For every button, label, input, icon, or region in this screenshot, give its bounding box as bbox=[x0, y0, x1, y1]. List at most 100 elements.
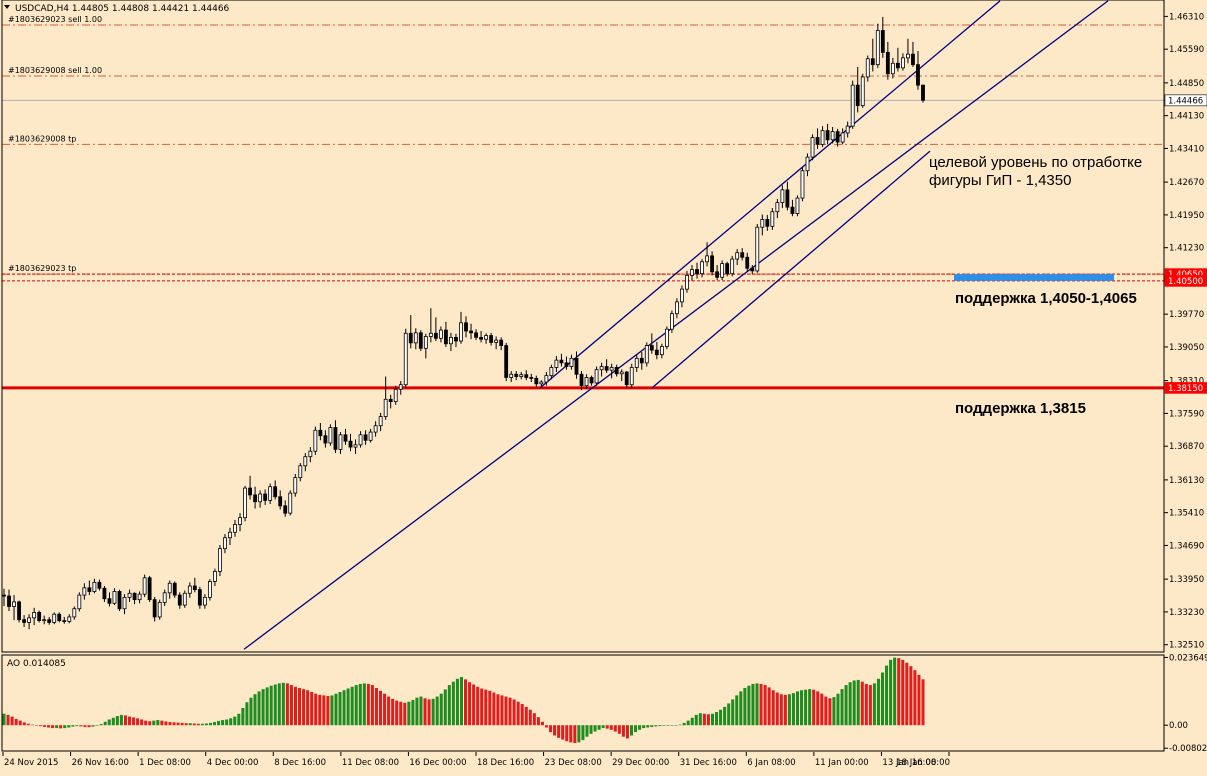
ao-bar bbox=[200, 723, 204, 726]
candle-body-up bbox=[664, 328, 669, 347]
price-tick-label: 1.36870 bbox=[1169, 442, 1204, 452]
candle-body-up bbox=[233, 524, 237, 533]
ao-bar bbox=[140, 719, 144, 726]
ao-bar bbox=[423, 698, 427, 726]
ao-bar bbox=[411, 699, 415, 726]
ao-bar bbox=[354, 685, 358, 726]
ao-bar bbox=[378, 690, 383, 726]
candle bbox=[770, 208, 775, 230]
ao-bar bbox=[512, 699, 516, 726]
symbol-menu-icon[interactable] bbox=[4, 5, 10, 9]
candle-body-down bbox=[745, 256, 750, 269]
candle bbox=[760, 214, 765, 236]
ao-bar bbox=[715, 712, 719, 726]
candle bbox=[504, 342, 509, 382]
candle bbox=[308, 447, 313, 463]
ao-bar bbox=[2, 713, 6, 726]
ao-panel-title: AO 0.014085 bbox=[7, 659, 66, 669]
candle-body-up bbox=[594, 369, 599, 384]
ao-bar bbox=[763, 685, 767, 726]
candle-body-down bbox=[17, 601, 21, 621]
candle-body-up bbox=[680, 288, 684, 303]
ao-bar bbox=[306, 690, 310, 726]
ao-bar bbox=[439, 693, 443, 726]
candle bbox=[318, 422, 323, 441]
ao-bar bbox=[59, 725, 63, 729]
ao-bar bbox=[682, 722, 686, 726]
time-tick-label: 16 Dec 00:00 bbox=[409, 758, 466, 768]
candle-body-down bbox=[639, 357, 644, 364]
candle bbox=[398, 381, 403, 395]
ao-bar bbox=[144, 720, 148, 726]
candle-body-down bbox=[62, 620, 67, 622]
candle bbox=[67, 614, 72, 624]
ao-bar bbox=[743, 687, 747, 726]
candle-body-up bbox=[484, 335, 489, 340]
ao-bar bbox=[638, 725, 642, 730]
ao-bar bbox=[464, 679, 468, 726]
candle bbox=[228, 527, 232, 546]
candle bbox=[112, 588, 117, 606]
candle bbox=[765, 214, 770, 231]
candle-body-down bbox=[474, 332, 478, 338]
candle-body-down bbox=[825, 130, 830, 141]
ao-bar bbox=[245, 702, 249, 726]
ao-bar bbox=[427, 699, 431, 726]
candle bbox=[559, 353, 564, 367]
ao-bar bbox=[318, 694, 322, 726]
ao-bar bbox=[472, 684, 476, 726]
ao-bar bbox=[561, 725, 565, 740]
ao-bar bbox=[87, 725, 91, 728]
candle bbox=[393, 385, 398, 405]
ao-bar bbox=[435, 696, 439, 726]
candle bbox=[413, 328, 418, 350]
ao-bar bbox=[775, 692, 779, 726]
candle-body-up bbox=[634, 357, 639, 368]
candle bbox=[840, 128, 845, 145]
candle bbox=[916, 50, 920, 90]
ao-bar bbox=[678, 724, 682, 726]
time-tick-label: 29 Dec 00:00 bbox=[612, 758, 669, 768]
candle bbox=[685, 270, 689, 293]
candle-body-down bbox=[604, 366, 609, 371]
candle bbox=[670, 310, 674, 333]
candle-body-down bbox=[87, 587, 92, 592]
candle-body-up bbox=[459, 322, 463, 342]
candle bbox=[102, 585, 107, 602]
ao-bar bbox=[905, 662, 909, 726]
ao-bar bbox=[723, 706, 727, 726]
ao-bar bbox=[824, 696, 828, 726]
candle bbox=[122, 594, 127, 615]
ao-bar bbox=[727, 703, 731, 726]
ao-bar bbox=[383, 693, 387, 726]
candle bbox=[609, 363, 614, 379]
ao-bar bbox=[403, 702, 407, 726]
candle-body-up bbox=[213, 571, 217, 582]
price-tick-label: 1.32510 bbox=[1169, 641, 1204, 651]
ao-bar bbox=[188, 723, 192, 726]
candle bbox=[654, 341, 659, 360]
candle-body-up bbox=[373, 425, 378, 433]
ao-bar bbox=[285, 683, 289, 726]
candle-body-up bbox=[449, 336, 453, 345]
candle bbox=[539, 380, 544, 388]
price-tick-label: 1.44130 bbox=[1169, 112, 1204, 122]
candle bbox=[288, 490, 293, 516]
candle bbox=[363, 430, 368, 445]
price-tick-label: 1.43410 bbox=[1169, 144, 1204, 154]
candle bbox=[604, 359, 609, 373]
ao-bar bbox=[686, 720, 690, 726]
candle-body-down bbox=[418, 332, 423, 349]
candle bbox=[805, 153, 810, 177]
ao-bar bbox=[314, 693, 318, 726]
ao-tick-label: -0.008023 bbox=[1169, 744, 1207, 754]
candle-body-up bbox=[187, 585, 192, 594]
ao-bar bbox=[233, 716, 237, 726]
candle-body-down bbox=[624, 371, 629, 386]
candle bbox=[207, 579, 212, 601]
candle-body-up bbox=[223, 537, 227, 550]
ao-bar bbox=[334, 693, 338, 726]
candle-body-up bbox=[313, 429, 318, 452]
ao-bar bbox=[480, 688, 484, 726]
